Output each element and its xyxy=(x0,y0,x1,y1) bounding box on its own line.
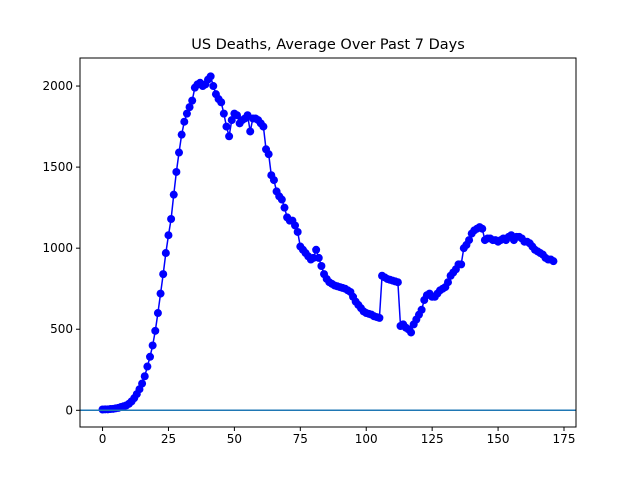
data-point xyxy=(217,98,226,107)
data-point xyxy=(167,214,176,223)
data-point xyxy=(465,236,474,245)
data-point xyxy=(177,130,186,139)
data-point xyxy=(227,116,236,125)
x-tick-label: 150 xyxy=(487,432,510,446)
data-point xyxy=(225,132,234,141)
data-point xyxy=(233,111,242,120)
data-point xyxy=(182,109,191,118)
data-point xyxy=(375,313,384,322)
data-point xyxy=(269,176,278,185)
x-tick-label: 125 xyxy=(421,432,444,446)
chart-title: US Deaths, Average Over Past 7 Days xyxy=(191,37,465,53)
y-tick-label: 1000 xyxy=(42,241,73,255)
x-tick-label: 0 xyxy=(99,432,107,446)
data-point xyxy=(180,117,189,126)
y-tick-label: 1500 xyxy=(42,160,73,174)
data-point xyxy=(156,289,165,298)
data-point xyxy=(140,372,149,381)
data-point xyxy=(161,249,170,258)
data-point xyxy=(188,96,197,105)
data-point xyxy=(148,341,157,350)
x-tick-label: 175 xyxy=(553,432,576,446)
data-point xyxy=(457,260,466,269)
data-point xyxy=(407,328,416,337)
data-point xyxy=(314,253,323,262)
plot-frame xyxy=(79,57,577,428)
y-tick-label: 0 xyxy=(65,403,73,417)
data-point xyxy=(443,278,452,287)
x-tick-label: 50 xyxy=(227,432,242,446)
data-point xyxy=(169,190,178,199)
data-point xyxy=(246,127,255,136)
data-point xyxy=(264,150,273,159)
data-point xyxy=(259,122,268,131)
y-tick-label: 500 xyxy=(50,322,73,336)
x-tick-label: 25 xyxy=(161,432,176,446)
data-point xyxy=(172,167,181,176)
data-point xyxy=(219,109,228,118)
data-point xyxy=(138,379,147,388)
data-point xyxy=(291,221,300,230)
data-point xyxy=(277,195,286,204)
data-point xyxy=(222,122,231,131)
x-tick-label: 75 xyxy=(293,432,308,446)
data-point xyxy=(175,148,184,157)
data-point xyxy=(143,362,152,371)
data-point xyxy=(206,72,215,81)
data-point xyxy=(209,82,218,91)
data-point xyxy=(146,352,155,361)
data-point xyxy=(317,262,326,271)
data-point xyxy=(151,326,160,335)
x-tick-label: 100 xyxy=(355,432,378,446)
data-point xyxy=(417,305,426,314)
data-point xyxy=(549,257,558,266)
data-point xyxy=(159,270,168,279)
data-point xyxy=(393,278,402,287)
data-point xyxy=(164,231,173,240)
data-point xyxy=(293,227,302,236)
data-point xyxy=(153,309,162,318)
data-point xyxy=(478,224,487,233)
y-tick-label: 2000 xyxy=(42,79,73,93)
data-point xyxy=(185,103,194,112)
data-point xyxy=(312,245,321,254)
data-point xyxy=(280,203,289,212)
